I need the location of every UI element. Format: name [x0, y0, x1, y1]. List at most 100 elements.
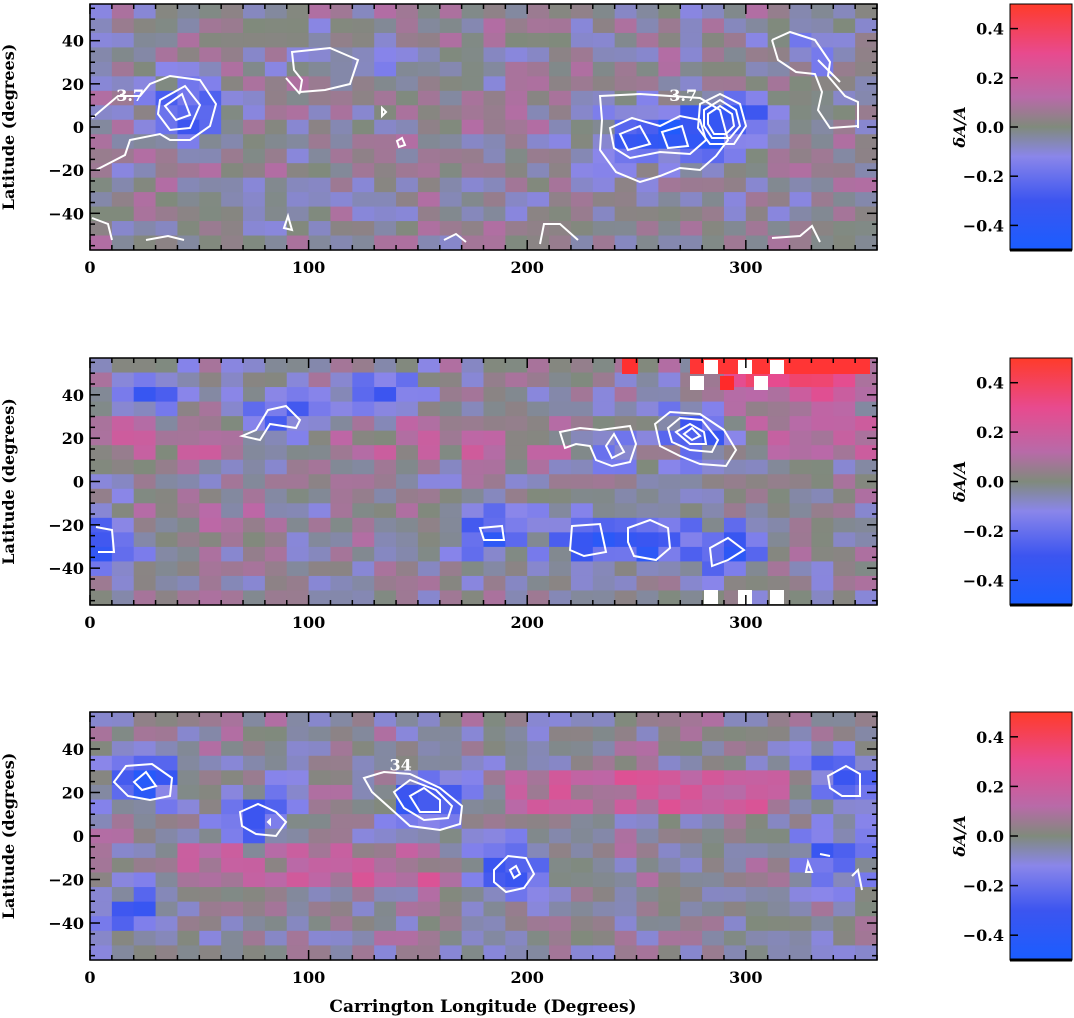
- heatmap-cell: [221, 575, 244, 592]
- heatmap-cell: [199, 358, 222, 374]
- heatmap-cell: [417, 814, 441, 830]
- heatmap-cell: [286, 459, 310, 475]
- heatmap-cell: [199, 799, 222, 815]
- heatmap-cell: [155, 887, 179, 903]
- heatmap-cell: [549, 32, 572, 49]
- heatmap-cell: [614, 47, 638, 63]
- heatmap-cell: [221, 590, 244, 606]
- heatmap-cell: [177, 474, 200, 490]
- heatmap-cell: [177, 372, 200, 388]
- heatmap-cell: [636, 945, 659, 961]
- colorbar-tick-label: 0.0: [976, 118, 1004, 137]
- heatmap-cell: [417, 590, 441, 606]
- heatmap-cell: [221, 134, 244, 150]
- heatmap-cell: [549, 148, 572, 164]
- heatmap-cell: [417, 459, 441, 475]
- heatmap-cell: [789, 546, 813, 563]
- heatmap-cell: [417, 358, 441, 374]
- heatmap-cell: [789, 828, 813, 844]
- heatmap-cell: [396, 18, 419, 34]
- heatmap-cell: [221, 741, 244, 757]
- heatmap-cell: [505, 445, 528, 461]
- heatmap-cell: [702, 488, 725, 504]
- y-tick-label: −40: [48, 559, 84, 578]
- heatmap-cell: [592, 741, 616, 757]
- heatmap-cell: [308, 517, 332, 533]
- heatmap-cell: [243, 445, 266, 461]
- heatmap-cell: [570, 76, 594, 92]
- contour-label: 34: [390, 756, 412, 775]
- heatmap-cell: [570, 712, 594, 728]
- heatmap-cell: [439, 105, 463, 121]
- heatmap-cell: [636, 503, 659, 519]
- heatmap-cell: [680, 930, 703, 947]
- heatmap-cell: [614, 372, 638, 388]
- heatmap-cell: [90, 192, 113, 208]
- heatmap-cell: [483, 221, 506, 237]
- heatmap-cell: [417, 177, 441, 193]
- heatmap-cell: [833, 887, 856, 903]
- heatmap-cell: [177, 741, 200, 757]
- heatmap-cell: [767, 546, 791, 563]
- heatmap-cell: [243, 32, 266, 49]
- heatmap-cell: [221, 532, 244, 548]
- heatmap-cell: [527, 755, 550, 771]
- heatmap-cell: [614, 387, 638, 403]
- heatmap-cell: [549, 945, 572, 961]
- heatmap-cell: [90, 134, 113, 150]
- heatmap-cell: [461, 814, 485, 830]
- heatmap-cell: [90, 799, 113, 815]
- heatmap-cell: [592, 872, 616, 888]
- heatmap-cell: [417, 192, 441, 208]
- heatmap-cell: [264, 61, 288, 77]
- heatmap-cell: [702, 843, 725, 859]
- heatmap-cell: [505, 755, 528, 771]
- heatmap-cell: [374, 503, 397, 519]
- heatmap-cell: [570, 358, 594, 374]
- heatmap-cell: [505, 784, 528, 801]
- heatmap-cell: [833, 177, 856, 193]
- contour-line: [708, 536, 746, 568]
- heatmap-cell: [352, 532, 375, 548]
- heatmap-cell: [614, 887, 638, 903]
- heatmap-cell: [155, 416, 179, 432]
- heatmap-cell: [439, 416, 463, 432]
- heatmap-cell: [461, 590, 485, 606]
- heatmap-cell: [264, 372, 288, 388]
- heatmap-cell: [177, 177, 200, 193]
- heatmap-cell: [811, 430, 834, 446]
- heatmap-cell: [767, 770, 791, 786]
- heatmap-cell: [636, 416, 659, 432]
- heatmap-cell: [439, 148, 463, 164]
- heatmap-cell: [439, 901, 463, 917]
- heatmap-cell: [243, 843, 266, 859]
- heatmap-cell: [483, 416, 506, 432]
- heatmap-cell: [199, 872, 222, 888]
- heatmap-cell: [636, 930, 659, 947]
- heatmap-cell: [702, 192, 725, 208]
- heatmap-cell: [505, 387, 528, 403]
- heatmap-cell: [723, 430, 747, 446]
- heatmap-cell: [308, 546, 332, 563]
- heatmap-cell: [549, 430, 572, 446]
- contour-line: [819, 853, 831, 857]
- heatmap-cell: [374, 430, 397, 446]
- heatmap-cell: [636, 872, 659, 888]
- heatmap-cell: [439, 163, 463, 179]
- heatmap-cell: [702, 712, 725, 728]
- heatmap-cell: [264, 916, 288, 932]
- contour-line: [238, 802, 288, 838]
- heatmap-cell: [505, 105, 528, 121]
- heatmap-cell: [286, 901, 310, 917]
- heatmap-cell: [308, 221, 332, 237]
- heatmap-cell: [243, 416, 266, 432]
- heatmap-cell: [811, 901, 834, 917]
- heatmap-cell: [767, 372, 791, 388]
- heatmap-cell: [264, 90, 288, 106]
- heatmap-cell: [745, 401, 769, 417]
- heatmap-cell: [549, 770, 572, 786]
- heatmap-cell: [286, 828, 310, 844]
- heatmap-cell: [417, 532, 441, 548]
- heatmap-cell: [745, 843, 769, 859]
- colorbar-gradient: [1009, 357, 1073, 606]
